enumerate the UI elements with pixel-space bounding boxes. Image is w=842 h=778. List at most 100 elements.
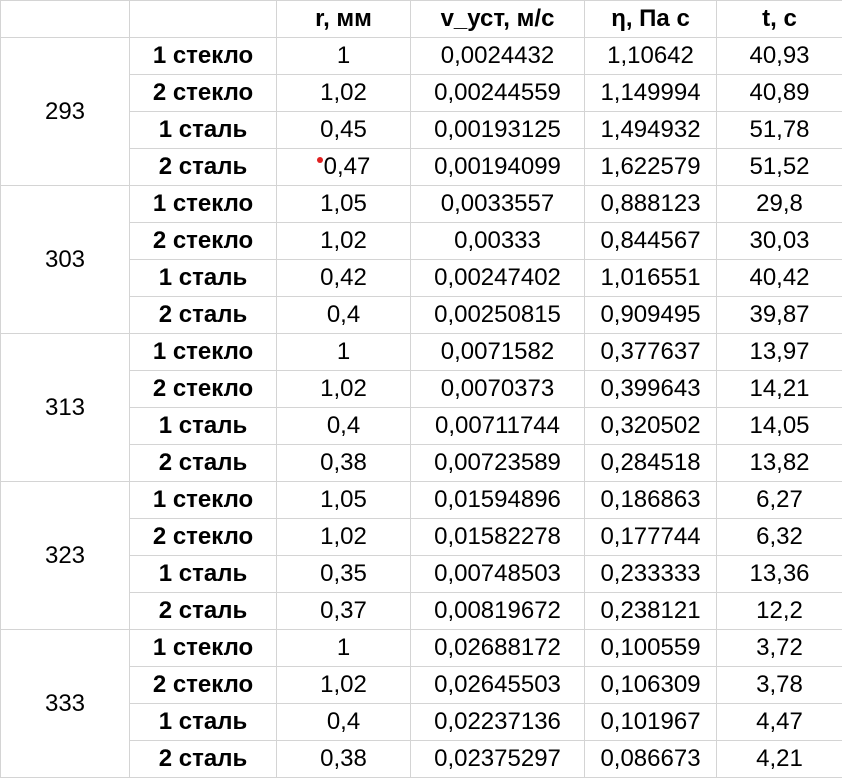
viscosity-cell[interactable]: 1,149994 [585, 75, 717, 112]
sample-cell[interactable]: 2 сталь [130, 741, 277, 778]
radius-cell[interactable]: 1 [277, 334, 411, 371]
radius-cell[interactable]: 0,35 [277, 556, 411, 593]
radius-cell[interactable]: 1,02 [277, 371, 411, 408]
velocity-cell[interactable]: 0,00711744 [411, 408, 585, 445]
sample-cell[interactable]: 1 стекло [130, 186, 277, 223]
radius-cell[interactable]: 1 [277, 630, 411, 667]
radius-cell[interactable]: 1,02 [277, 75, 411, 112]
viscosity-cell[interactable]: 0,100559 [585, 630, 717, 667]
sample-cell[interactable]: 2 сталь [130, 149, 277, 186]
velocity-cell[interactable]: 0,01594896 [411, 482, 585, 519]
velocity-cell[interactable]: 0,02375297 [411, 741, 585, 778]
radius-cell[interactable]: 0,42 [277, 260, 411, 297]
velocity-cell[interactable]: 0,00247402 [411, 260, 585, 297]
header-time[interactable]: t, с [717, 1, 842, 38]
header-radius[interactable]: r, мм [277, 1, 411, 38]
time-cell[interactable]: 13,82 [717, 445, 842, 482]
sample-cell[interactable]: 2 стекло [130, 223, 277, 260]
velocity-cell[interactable]: 0,00250815 [411, 297, 585, 334]
velocity-cell[interactable]: 0,00244559 [411, 75, 585, 112]
sample-cell[interactable]: 2 стекло [130, 371, 277, 408]
radius-cell[interactable]: 1,02 [277, 223, 411, 260]
sample-cell[interactable]: 1 сталь [130, 260, 277, 297]
time-cell[interactable]: 51,52 [717, 149, 842, 186]
velocity-cell[interactable]: 0,02237136 [411, 704, 585, 741]
viscosity-cell[interactable]: 1,016551 [585, 260, 717, 297]
viscosity-cell[interactable]: 0,377637 [585, 334, 717, 371]
viscosity-cell[interactable]: 0,238121 [585, 593, 717, 630]
viscosity-cell[interactable]: 0,888123 [585, 186, 717, 223]
temperature-cell[interactable]: 323 [1, 482, 130, 630]
radius-cell[interactable]: 0,4 [277, 704, 411, 741]
sample-cell[interactable]: 1 стекло [130, 630, 277, 667]
viscosity-cell[interactable]: 0,086673 [585, 741, 717, 778]
sample-cell[interactable]: 1 сталь [130, 556, 277, 593]
velocity-cell[interactable]: 0,00194099 [411, 149, 585, 186]
time-cell[interactable]: 4,47 [717, 704, 842, 741]
time-cell[interactable]: 12,2 [717, 593, 842, 630]
velocity-cell[interactable]: 0,00723589 [411, 445, 585, 482]
radius-cell[interactable]: 1,02 [277, 667, 411, 704]
sample-cell[interactable]: 2 стекло [130, 75, 277, 112]
velocity-cell[interactable]: 0,0070373 [411, 371, 585, 408]
time-cell[interactable]: 40,42 [717, 260, 842, 297]
sample-cell[interactable]: 1 стекло [130, 482, 277, 519]
velocity-cell[interactable]: 0,0033557 [411, 186, 585, 223]
sample-cell[interactable]: 1 стекло [130, 38, 277, 75]
header-velocity[interactable]: v_уст, м/с [411, 1, 585, 38]
time-cell[interactable]: 6,27 [717, 482, 842, 519]
velocity-cell[interactable]: 0,00333 [411, 223, 585, 260]
viscosity-cell[interactable]: 0,106309 [585, 667, 717, 704]
viscosity-cell[interactable]: 1,10642 [585, 38, 717, 75]
viscosity-cell[interactable]: 0,844567 [585, 223, 717, 260]
radius-cell[interactable]: 0,45 [277, 112, 411, 149]
sample-cell[interactable]: 2 стекло [130, 667, 277, 704]
radius-cell[interactable]: 1,05 [277, 482, 411, 519]
time-cell[interactable]: 40,89 [717, 75, 842, 112]
header-viscosity[interactable]: η, Па с [585, 1, 717, 38]
sample-cell[interactable]: 1 стекло [130, 334, 277, 371]
time-cell[interactable]: 4,21 [717, 741, 842, 778]
time-cell[interactable]: 51,78 [717, 112, 842, 149]
viscosity-cell[interactable]: 0,399643 [585, 371, 717, 408]
time-cell[interactable]: 13,97 [717, 334, 842, 371]
velocity-cell[interactable]: 0,01582278 [411, 519, 585, 556]
radius-cell[interactable]: 0,38 [277, 445, 411, 482]
time-cell[interactable]: 6,32 [717, 519, 842, 556]
sample-cell[interactable]: 2 сталь [130, 297, 277, 334]
radius-cell[interactable]: 0,37 [277, 593, 411, 630]
velocity-cell[interactable]: 0,02645503 [411, 667, 585, 704]
viscosity-cell[interactable]: 0,233333 [585, 556, 717, 593]
time-cell[interactable]: 30,03 [717, 223, 842, 260]
corner-cell[interactable] [1, 1, 130, 38]
radius-cell[interactable]: 0,4 [277, 408, 411, 445]
radius-cell[interactable]: 0,4 [277, 297, 411, 334]
time-cell[interactable]: 29,8 [717, 186, 842, 223]
radius-cell[interactable]: 0,47 [277, 149, 411, 186]
viscosity-cell[interactable]: 1,622579 [585, 149, 717, 186]
sample-cell[interactable]: 1 сталь [130, 112, 277, 149]
velocity-cell[interactable]: 0,0024432 [411, 38, 585, 75]
radius-cell[interactable]: 1 [277, 38, 411, 75]
temperature-cell[interactable]: 313 [1, 334, 130, 482]
velocity-cell[interactable]: 0,00819672 [411, 593, 585, 630]
sample-cell[interactable]: 1 сталь [130, 704, 277, 741]
velocity-cell[interactable]: 0,0071582 [411, 334, 585, 371]
viscosity-cell[interactable]: 0,284518 [585, 445, 717, 482]
sample-cell[interactable]: 2 сталь [130, 445, 277, 482]
sample-cell[interactable]: 1 сталь [130, 408, 277, 445]
velocity-cell[interactable]: 0,00193125 [411, 112, 585, 149]
time-cell[interactable]: 3,72 [717, 630, 842, 667]
time-cell[interactable]: 40,93 [717, 38, 842, 75]
radius-cell[interactable]: 1,02 [277, 519, 411, 556]
radius-cell[interactable]: 1,05 [277, 186, 411, 223]
viscosity-cell[interactable]: 0,909495 [585, 297, 717, 334]
viscosity-cell[interactable]: 0,101967 [585, 704, 717, 741]
sample-cell[interactable]: 2 стекло [130, 519, 277, 556]
temperature-cell[interactable]: 293 [1, 38, 130, 186]
header-sample[interactable] [130, 1, 277, 38]
time-cell[interactable]: 39,87 [717, 297, 842, 334]
temperature-cell[interactable]: 303 [1, 186, 130, 334]
time-cell[interactable]: 13,36 [717, 556, 842, 593]
velocity-cell[interactable]: 0,00748503 [411, 556, 585, 593]
